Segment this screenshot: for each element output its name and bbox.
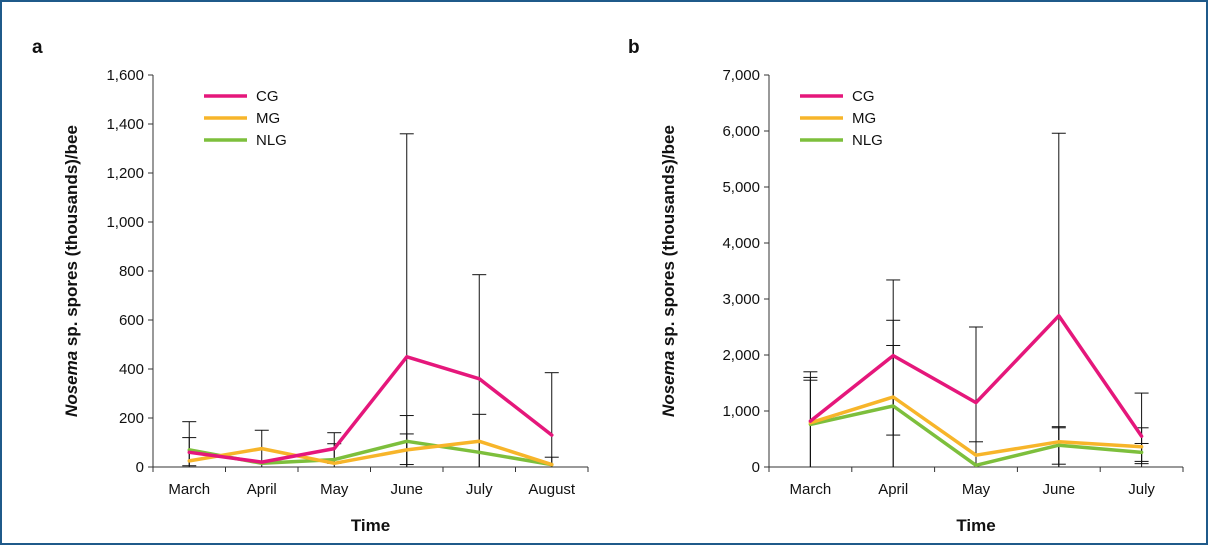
y-axis-title-rest: sp. spores (thousands)/bee (659, 125, 678, 351)
x-tick-label: April (878, 481, 908, 498)
y-tick-label: 400 (119, 361, 144, 378)
x-tick-label: April (247, 481, 277, 498)
y-axis-title-italic: Nosema (659, 351, 678, 417)
legend-label-mg: MG (852, 110, 876, 127)
y-tick-label: 0 (752, 459, 760, 476)
y-tick-label: 1,000 (722, 403, 760, 420)
y-tick-label: 6,000 (722, 123, 760, 140)
x-tick-label: July (466, 481, 493, 498)
legend-label-cg: CG (256, 88, 279, 105)
y-tick-label: 800 (119, 263, 144, 280)
x-tick-label: May (962, 481, 991, 498)
y-axis-title: Nosema sp. spores (thousands)/bee (62, 125, 81, 417)
x-tick-label: March (168, 481, 210, 498)
x-tick-label: June (390, 481, 423, 498)
panel-letter: b (628, 37, 640, 58)
y-axis-title-italic: Nosema (62, 351, 81, 417)
y-axis-title-rest: sp. spores (thousands)/bee (62, 125, 81, 351)
x-tick-label: May (320, 481, 349, 498)
x-axis-title: Time (956, 516, 995, 535)
y-tick-label: 5,000 (722, 179, 760, 196)
x-tick-label: March (790, 481, 832, 498)
y-tick-label: 4,000 (722, 235, 760, 252)
y-tick-label: 1,000 (106, 214, 144, 231)
legend-label-nlg: NLG (852, 132, 883, 149)
y-tick-label: 1,400 (106, 116, 144, 133)
y-tick-label: 3,000 (722, 291, 760, 308)
y-axis-title: Nosema sp. spores (thousands)/bee (659, 125, 678, 417)
y-tick-label: 1,600 (106, 67, 144, 84)
legend-label-cg: CG (852, 88, 875, 105)
series-line-cg (187, 355, 554, 464)
legend-label-mg: MG (256, 110, 280, 127)
y-tick-label: 0 (136, 459, 144, 476)
y-tick-label: 2,000 (722, 347, 760, 364)
x-tick-label: August (528, 481, 576, 498)
y-tick-label: 600 (119, 312, 144, 329)
series-line-nlg (808, 404, 1144, 468)
legend-label-nlg: NLG (256, 132, 287, 149)
x-axis-title: Time (351, 516, 390, 535)
series-line-cg (808, 314, 1144, 438)
x-tick-label: June (1043, 481, 1076, 498)
y-tick-label: 1,200 (106, 165, 144, 182)
y-tick-label: 200 (119, 410, 144, 427)
series-line-mg (808, 395, 1144, 457)
x-tick-label: July (1128, 481, 1155, 498)
panel-letter: a (32, 37, 43, 58)
y-tick-label: 7,000 (722, 67, 760, 84)
series-line-mg (187, 439, 554, 467)
